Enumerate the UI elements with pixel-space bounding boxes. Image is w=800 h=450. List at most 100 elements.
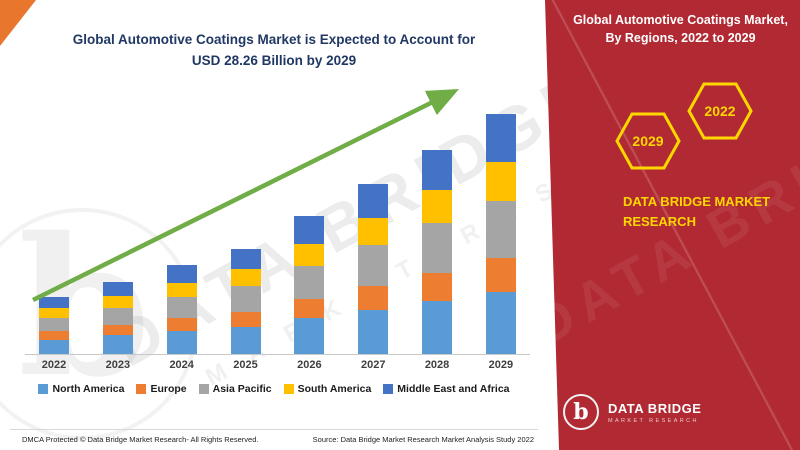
segment-asia-pacific (294, 265, 325, 299)
segment-north-america (39, 339, 69, 354)
segment-middle-east-and-africa (485, 114, 516, 162)
x-axis-labels: 2022 2023 2024 2025 2026 2027 2028 2029 (25, 359, 530, 371)
legend-label: Asia Pacific (212, 383, 272, 395)
chart-headline: Global Automotive Coatings Market is Exp… (0, 30, 548, 72)
segment-europe (230, 311, 261, 327)
legend-swatch (383, 384, 394, 394)
corner-triangle-decoration (0, 0, 36, 46)
hexagon-2029: 2029 (615, 112, 681, 170)
segment-south-america (358, 218, 389, 246)
legend-item-europe: Europe (136, 383, 187, 395)
x-axis-label-2022: 2022 (41, 359, 67, 371)
segment-asia-pacific (485, 200, 516, 259)
segment-asia-pacific (230, 286, 261, 312)
side-panel-title-line1: Global Automotive Coatings Market, (573, 13, 788, 27)
logo-circle-icon: b (563, 394, 599, 430)
segment-south-america (485, 161, 516, 201)
company-logo: b DATA BRIDGE MARKET RESEARCH (563, 394, 701, 430)
bar-2024 (166, 265, 197, 354)
segment-asia-pacific (166, 297, 197, 319)
logo-tagline: MARKET RESEARCH (608, 417, 699, 424)
x-axis-label-2029: 2029 (488, 359, 514, 371)
x-axis-label-2024: 2024 (169, 359, 194, 371)
segment-north-america (166, 331, 197, 354)
bar-2022 (39, 297, 69, 354)
segment-europe (166, 318, 197, 332)
brand-text-line2: RESEARCH (623, 213, 696, 229)
x-axis-label-2028: 2028 (424, 359, 450, 371)
bars-container (25, 82, 530, 355)
stacked-bar-chart (25, 82, 530, 355)
segment-north-america (485, 292, 516, 354)
segment-south-america (230, 269, 261, 287)
segment-europe (485, 258, 516, 293)
bar-2026 (294, 215, 325, 354)
segment-asia-pacific (102, 308, 133, 326)
x-axis-label-2025: 2025 (233, 359, 258, 371)
segment-middle-east-and-africa (166, 265, 197, 283)
brand-text: DATA BRIDGE MARKET RESEARCH (623, 192, 770, 231)
segment-north-america (102, 335, 133, 354)
bar-2027 (358, 184, 389, 354)
side-panel: Global Automotive Coatings Market, By Re… (545, 0, 800, 450)
chart-headline-line1: Global Automotive Coatings Market is Exp… (72, 32, 476, 47)
segment-europe (102, 325, 133, 336)
segment-europe (422, 272, 453, 302)
segment-middle-east-and-africa (102, 281, 133, 297)
x-axis-label-2027: 2027 (360, 359, 386, 371)
bar-2028 (422, 149, 453, 354)
segment-europe (294, 298, 325, 319)
bar-2025 (230, 248, 261, 354)
source-note: Source: Data Bridge Market Research Mark… (312, 435, 534, 444)
segment-south-america (102, 296, 133, 309)
chart-area: Global Automotive Coatings Market is Exp… (0, 30, 548, 444)
side-panel-stripe (545, 0, 800, 450)
segment-north-america (230, 326, 261, 354)
segment-middle-east-and-africa (358, 184, 389, 219)
segment-south-america (166, 282, 197, 298)
legend-label: South America (297, 383, 372, 395)
chart-legend: North America Europe Asia Pacific South Ame… (0, 383, 548, 395)
segment-europe (358, 286, 389, 310)
segment-south-america (39, 308, 69, 318)
segment-middle-east-and-africa (230, 248, 261, 270)
legend-swatch (38, 384, 49, 394)
segment-middle-east-and-africa (422, 149, 453, 191)
x-axis-label-2026: 2026 (297, 359, 322, 371)
segment-middle-east-and-africa (39, 297, 69, 309)
dmca-notice: DMCA Protected © Data Bridge Market Rese… (22, 435, 259, 444)
side-panel-title-line2: By Regions, 2022 to 2029 (605, 30, 756, 45)
bar-2023 (102, 281, 133, 354)
segment-asia-pacific (39, 317, 69, 332)
legend-label: North America (52, 383, 125, 395)
legend-item-south-america: South America (283, 383, 372, 395)
legend-item-asia-pacific: Asia Pacific (198, 383, 272, 395)
segment-north-america (422, 301, 453, 354)
brand-text-line1: DATA BRIDGE MARKET (623, 194, 771, 209)
legend-label: Europe (150, 383, 187, 395)
legend-label: Middle East and Africa (397, 383, 510, 395)
segment-south-america (294, 243, 325, 266)
hexagon-2029-label: 2029 (632, 133, 663, 149)
x-axis-label-2023: 2023 (105, 359, 131, 371)
chart-headline-line2: USD 28.26 Billion by 2029 (191, 52, 357, 68)
bar-2029 (485, 114, 516, 354)
legend-swatch (198, 384, 209, 394)
legend-swatch (136, 384, 147, 394)
legend-item-middle-east-and-africa: Middle East and Africa (383, 383, 510, 395)
legend-item-north-america: North America (38, 383, 124, 395)
segment-asia-pacific (358, 245, 389, 287)
side-panel-background (545, 0, 800, 450)
hexagon-2022-label: 2022 (704, 103, 735, 119)
footer: DMCA Protected © Data Bridge Market Rese… (10, 429, 538, 444)
segment-middle-east-and-africa (294, 215, 325, 244)
hexagon-2022: 2022 (687, 82, 753, 140)
side-panel-title: Global Automotive Coatings Market, By Re… (545, 0, 800, 47)
segment-north-america (358, 309, 389, 354)
segment-south-america (422, 190, 453, 224)
segment-north-america (294, 318, 325, 354)
trend-arrow (32, 89, 460, 303)
segment-europe (39, 331, 69, 340)
legend-swatch (283, 384, 294, 394)
